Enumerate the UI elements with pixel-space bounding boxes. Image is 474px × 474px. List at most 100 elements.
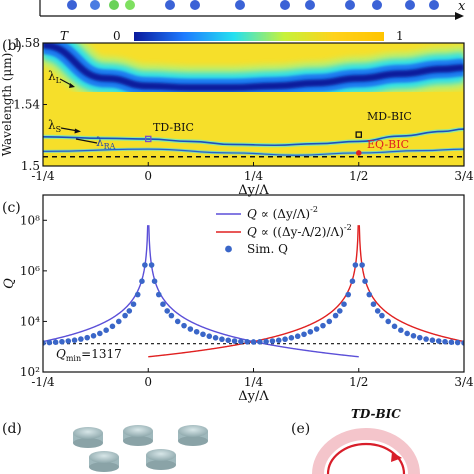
sim-q-point xyxy=(122,312,128,319)
sim-q-point xyxy=(288,335,295,341)
y-tick-label: 1.58 xyxy=(13,36,40,50)
sim-q-point xyxy=(134,291,141,298)
sim-q-point xyxy=(366,291,373,298)
eq-bic-marker xyxy=(355,150,362,156)
fit-curve-eq xyxy=(358,225,464,343)
atom xyxy=(165,0,175,10)
panel-b: (b) T 0 1 -1/4 0 1/4 1/2 3/4 1.5 1.54 1.58 Δy/Λ W… xyxy=(0,29,474,198)
td-bic-arrowhead xyxy=(391,452,402,462)
atom xyxy=(345,0,355,10)
top-x-arrow-head xyxy=(455,12,464,20)
sim-q-point xyxy=(43,340,46,346)
y-tick-label: 1.54 xyxy=(13,98,40,112)
sim-q-point xyxy=(206,333,213,340)
legend-label-eq: Q ∝ ((Δy-Λ/2)/Λ)-2 xyxy=(247,223,352,239)
lambda-ra-label: λRA xyxy=(96,135,116,151)
heatmap-plot xyxy=(43,43,464,158)
sim-q-point xyxy=(103,327,109,333)
x-tick-label: -1/4 xyxy=(31,375,55,389)
x-axis-label: Δy/Λ xyxy=(238,183,269,198)
sim-q-point xyxy=(341,301,347,308)
sim-q-point xyxy=(90,333,97,339)
y-tick-label: 1.5 xyxy=(21,159,40,173)
lambda-s-arrowhead xyxy=(74,128,81,134)
sim-q-point xyxy=(160,301,166,308)
atom xyxy=(67,0,77,10)
band-s-line xyxy=(43,128,464,147)
atom-row xyxy=(67,0,439,10)
atom xyxy=(305,0,315,10)
x-tick-label: 1/2 xyxy=(349,375,368,389)
sim-q-point xyxy=(349,278,356,284)
band-l-core xyxy=(43,43,464,92)
colorbar-min-label: 0 xyxy=(113,29,121,43)
sim-q-point xyxy=(448,339,455,345)
sim-q-point xyxy=(59,338,65,345)
panel-d-letter: (d) xyxy=(2,421,22,437)
x-tick-label: 0 xyxy=(144,169,152,183)
sim-q-point xyxy=(294,333,301,340)
panel-b-axes: -1/4 0 1/4 1/2 3/4 1.5 1.54 1.58 Δy/Λ Wavelength … xyxy=(0,36,474,198)
fit-curve-td xyxy=(43,225,149,343)
sim-q-point xyxy=(148,262,155,268)
y-tick-label: 10² xyxy=(20,365,40,379)
atom xyxy=(90,0,100,10)
sim-q-point xyxy=(391,323,398,330)
td-bic-circulation-arrow xyxy=(326,442,406,474)
sim-q-point xyxy=(225,337,232,344)
sim-q-point xyxy=(359,262,365,268)
sim-q-point xyxy=(78,336,84,342)
legend-swatch-sim xyxy=(225,245,232,253)
sim-q-point xyxy=(416,334,423,341)
cylinder-bottom xyxy=(123,436,153,446)
top-strip: x xyxy=(39,0,466,20)
sim-q-point xyxy=(307,328,314,335)
panel-c-frame xyxy=(42,194,465,373)
panel-e-letter: (e) xyxy=(291,421,310,437)
sim-q-point xyxy=(326,318,333,325)
cylinder-top xyxy=(73,427,103,439)
cylinder-bottom xyxy=(89,462,119,472)
x-tick-label: 1/4 xyxy=(244,375,264,389)
qmin-annotation: Qmin=1317 xyxy=(56,347,122,363)
sim-q-point xyxy=(435,338,442,344)
sim-q-point xyxy=(263,338,269,345)
sim-q-point xyxy=(115,318,122,325)
x-tick-label: 3/4 xyxy=(454,375,474,389)
x-tick-label: 1/4 xyxy=(244,169,264,183)
sim-q-point xyxy=(379,312,385,319)
panel-b-letter: (b) xyxy=(2,38,22,54)
atom xyxy=(109,0,119,10)
atom xyxy=(125,0,135,10)
panel-e-title: TD-BIC xyxy=(351,407,401,421)
sim-q-point xyxy=(442,338,448,345)
sim-q-point xyxy=(65,338,72,344)
sim-q-point xyxy=(461,340,464,346)
cylinder-top xyxy=(146,449,176,461)
legend-label-sim: Sim. Q xyxy=(247,242,288,256)
cylinder-array xyxy=(73,425,208,472)
lambda-l-arrowhead xyxy=(69,83,75,88)
sim-q-point xyxy=(404,330,410,337)
sim-q-point xyxy=(151,278,158,284)
panel-c: (c) -1/4 0 1/4 1/2 3/4 10² 10⁴ 10⁶ 10⁸ Δy/Λ Q Q ∝ … xyxy=(2,194,474,404)
sim-q-point xyxy=(174,318,181,325)
eq-bic-label: EQ-BIC xyxy=(367,138,409,151)
panel-e: (e) TD-BIC xyxy=(291,407,420,474)
cylinder-bottom xyxy=(73,438,103,448)
lambda-s-label: λS xyxy=(48,118,61,134)
y-axis-label: Q xyxy=(2,278,17,289)
sim-q-point xyxy=(398,327,404,333)
sim-q-point xyxy=(139,278,145,284)
sim-q-point xyxy=(130,301,137,308)
sim-q-point xyxy=(46,339,53,346)
sim-q-point xyxy=(181,322,187,329)
atom xyxy=(372,0,382,10)
y-tick-label: 10⁶ xyxy=(20,264,40,278)
y-tick-label: 10⁴ xyxy=(20,314,40,328)
sim-q-point xyxy=(97,330,103,337)
md-bic-label: MD-BIC xyxy=(367,110,412,123)
atom xyxy=(235,0,245,10)
q-plot xyxy=(43,225,464,358)
sim-q-point xyxy=(423,336,429,342)
